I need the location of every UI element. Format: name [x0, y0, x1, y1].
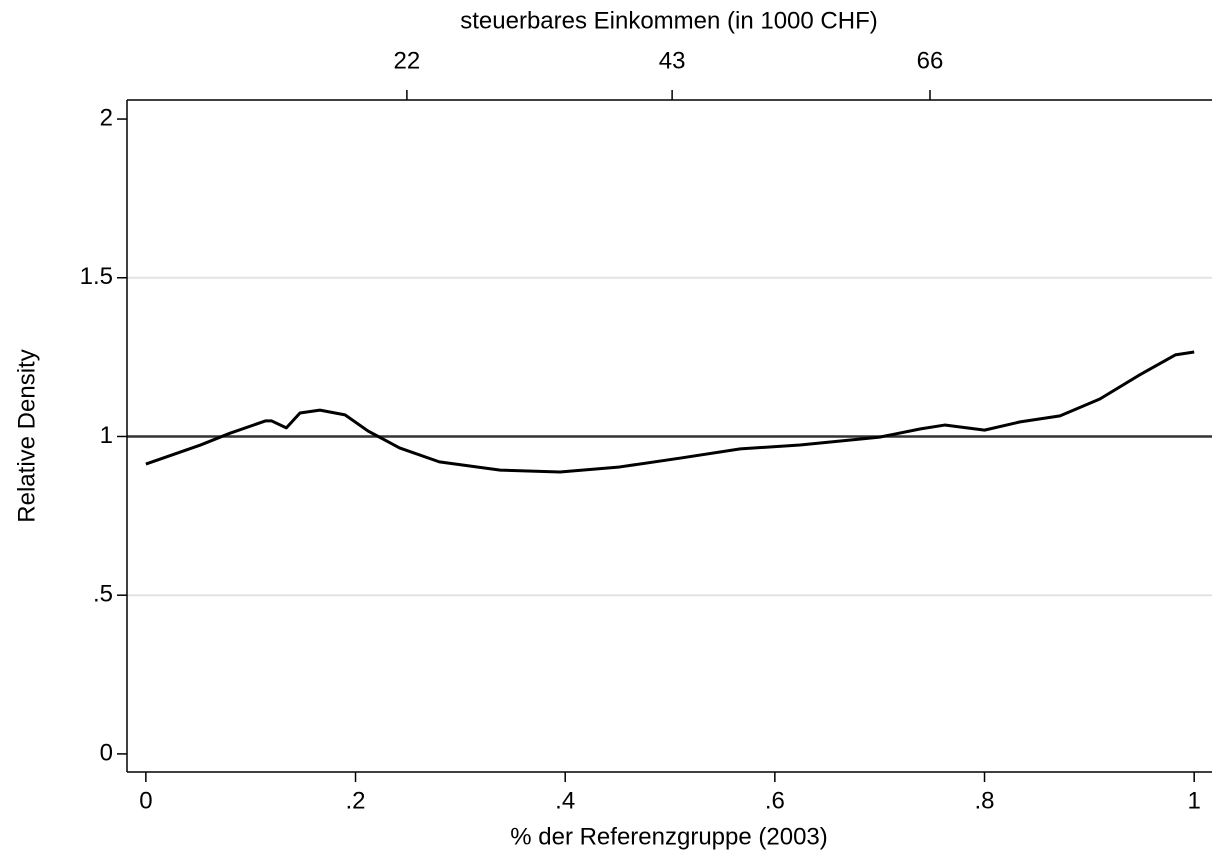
y-tick-label: 0	[100, 739, 113, 766]
x-tick-label: .2	[346, 787, 366, 814]
top-axis-label: steuerbares Einkommen (in 1000 CHF)	[460, 7, 878, 34]
y-tick-label: 2	[100, 104, 113, 131]
top-x-tick-label: 22	[394, 47, 421, 74]
top-x-tick-label: 43	[659, 47, 686, 74]
y-axis-label: Relative Density	[13, 349, 40, 522]
x-axis-label: % der Referenzgruppe (2003)	[510, 823, 828, 850]
y-tick-label: .5	[93, 581, 113, 608]
x-tick-label: 1	[1187, 787, 1200, 814]
density-line	[145, 350, 1195, 474]
top-x-tick-label: 66	[917, 47, 944, 74]
y-tick-label: 1	[100, 422, 113, 449]
x-tick-label: 0	[139, 787, 152, 814]
x-tick-label: .8	[975, 787, 995, 814]
y-tick-label: 1.5	[80, 263, 113, 290]
x-tick-label: .6	[765, 787, 785, 814]
x-tick-label: .4	[555, 787, 575, 814]
